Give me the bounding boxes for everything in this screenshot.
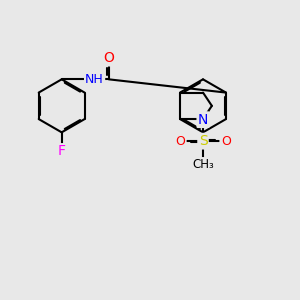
Text: NH: NH [85, 73, 104, 86]
Text: O: O [221, 135, 231, 148]
Text: N: N [198, 113, 208, 127]
Text: O: O [176, 135, 185, 148]
Text: S: S [199, 134, 207, 148]
Text: F: F [58, 145, 66, 158]
Text: CH₃: CH₃ [192, 158, 214, 171]
Text: O: O [103, 51, 114, 65]
